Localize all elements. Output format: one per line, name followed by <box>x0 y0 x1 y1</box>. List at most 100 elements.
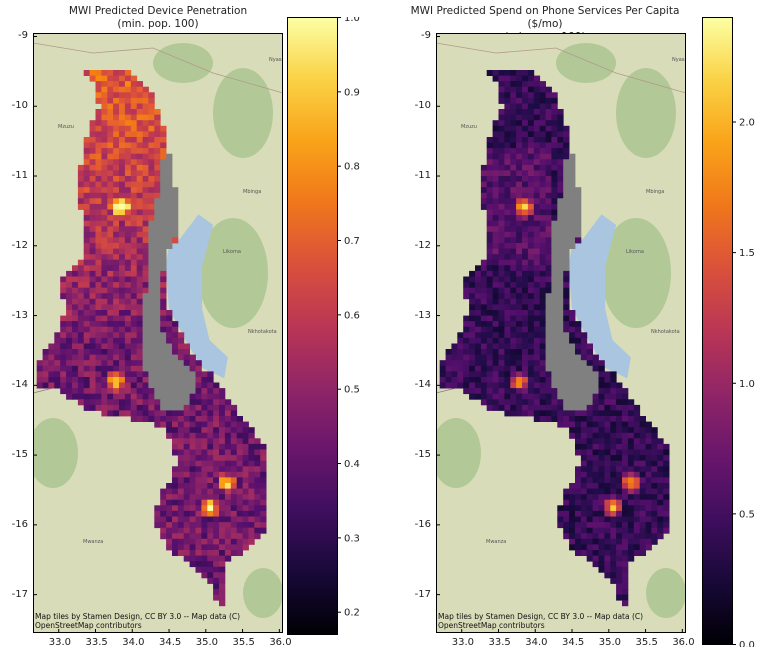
grid-cell <box>83 388 90 395</box>
grid-cell <box>124 209 132 216</box>
grid-cell <box>569 337 576 344</box>
grid-cell <box>101 203 108 210</box>
grid-cell <box>95 75 102 82</box>
grid-cell <box>486 293 493 300</box>
grid-cell <box>119 332 126 339</box>
grid-cell <box>610 377 617 383</box>
grid-cell <box>48 365 55 372</box>
grid-cell <box>663 477 670 484</box>
grid-cell <box>89 209 96 216</box>
grid-cell <box>160 522 167 529</box>
grid-cell <box>545 226 552 233</box>
grid-cell <box>569 432 576 439</box>
grid-cell <box>504 192 511 199</box>
grid-cell <box>89 382 96 389</box>
grid-cell <box>569 499 576 506</box>
grid-cell <box>545 282 552 289</box>
grid-cell <box>119 203 126 210</box>
grid-cell <box>195 393 202 400</box>
grid-cell <box>183 438 190 445</box>
grid-cell <box>527 237 535 244</box>
grid-cell <box>492 75 499 82</box>
grid-cell <box>504 137 511 143</box>
grid-cell <box>54 365 61 372</box>
grid-cell <box>545 109 552 115</box>
grid-cell <box>95 159 102 166</box>
grid-cell <box>166 510 173 517</box>
grid-cell <box>633 427 641 434</box>
grid-cell <box>616 544 623 551</box>
grid-cell <box>248 471 255 478</box>
grid-cell <box>575 399 582 406</box>
grid-cell <box>107 231 114 238</box>
grid-cell <box>119 170 126 177</box>
grid-cell <box>136 176 143 182</box>
grid-cell <box>60 287 67 294</box>
grid-cell <box>148 120 155 127</box>
grid-cell <box>107 349 114 355</box>
grid-cell <box>119 103 126 110</box>
grid-cell <box>522 304 529 311</box>
grid-cell <box>498 92 505 99</box>
grid-cell <box>230 455 238 462</box>
grid-cell <box>66 337 73 344</box>
grid-cell <box>107 192 114 199</box>
grid-cell <box>172 510 179 517</box>
grid-cell <box>522 114 529 121</box>
grid-cell <box>527 164 535 171</box>
grid-cell <box>563 192 570 199</box>
grid-cell <box>463 293 470 300</box>
grid-cell <box>107 365 114 372</box>
grid-cell <box>516 343 523 350</box>
grid-cell <box>95 92 102 99</box>
grid-cell <box>545 265 552 272</box>
grid-cell <box>254 505 261 512</box>
grid-cell <box>54 354 61 361</box>
grid-cell <box>486 70 493 76</box>
grid-cell <box>54 371 61 378</box>
grid-cell <box>160 371 167 378</box>
grid-cell <box>148 404 155 411</box>
grid-cell <box>580 399 588 406</box>
grid-cell <box>486 198 493 205</box>
grid-cell <box>107 170 114 177</box>
grid-cell <box>492 382 499 389</box>
grid-cell <box>213 449 220 456</box>
grid-cell <box>598 393 605 400</box>
grid-cell <box>107 371 114 378</box>
grid-cell <box>124 270 132 277</box>
grid-cell <box>119 125 126 132</box>
grid-cell <box>72 343 79 350</box>
grid-cell <box>95 181 102 188</box>
grid-cell <box>492 159 499 166</box>
grid-cell <box>124 365 132 372</box>
grid-cell <box>89 276 96 283</box>
grid-cell <box>113 97 120 104</box>
grid-cell <box>516 109 523 115</box>
grid-cell <box>113 131 120 138</box>
grid-cell <box>230 516 238 523</box>
grid-cell <box>527 70 535 76</box>
grid-cell <box>89 310 96 316</box>
grid-cell <box>119 137 126 143</box>
grid-cell <box>627 432 635 439</box>
grid-cell <box>201 427 208 434</box>
grid-cell <box>463 377 470 383</box>
grid-cell <box>154 315 161 322</box>
grid-cell <box>107 343 114 350</box>
grid-cell <box>539 86 546 93</box>
grid-cell <box>89 265 96 272</box>
grid-cell <box>207 377 214 383</box>
grid-cell <box>213 594 220 601</box>
grid-cell <box>527 282 535 289</box>
grid-cell <box>551 404 558 411</box>
grid-cell <box>469 377 476 383</box>
grid-cell <box>213 555 220 562</box>
grid-cell <box>95 192 102 199</box>
grid-cell <box>627 510 635 517</box>
grid-cell <box>183 410 190 417</box>
grid-cell <box>522 337 529 344</box>
grid-cell <box>160 354 167 361</box>
